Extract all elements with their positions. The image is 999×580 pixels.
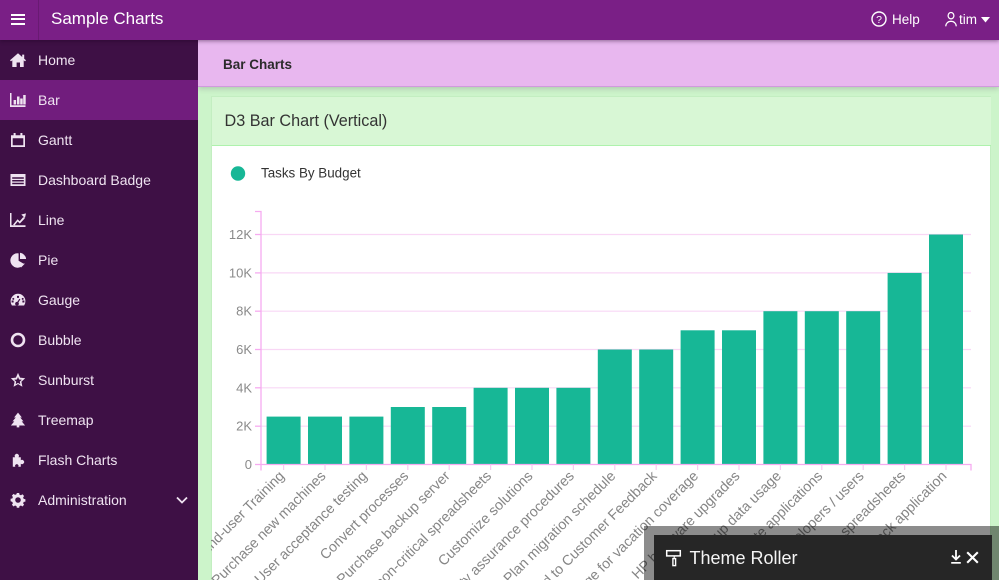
svg-text:8K: 8K xyxy=(236,304,252,319)
svg-text:?: ? xyxy=(876,14,882,26)
svg-text:12K: 12K xyxy=(229,227,252,242)
svg-text:10K: 10K xyxy=(229,265,252,280)
svg-text:2K: 2K xyxy=(236,419,252,434)
svg-text:4K: 4K xyxy=(236,380,252,395)
svg-text:Tasks By Budget: Tasks By Budget xyxy=(261,166,361,181)
svg-text:6K: 6K xyxy=(236,342,252,357)
svg-text:0: 0 xyxy=(245,457,252,472)
